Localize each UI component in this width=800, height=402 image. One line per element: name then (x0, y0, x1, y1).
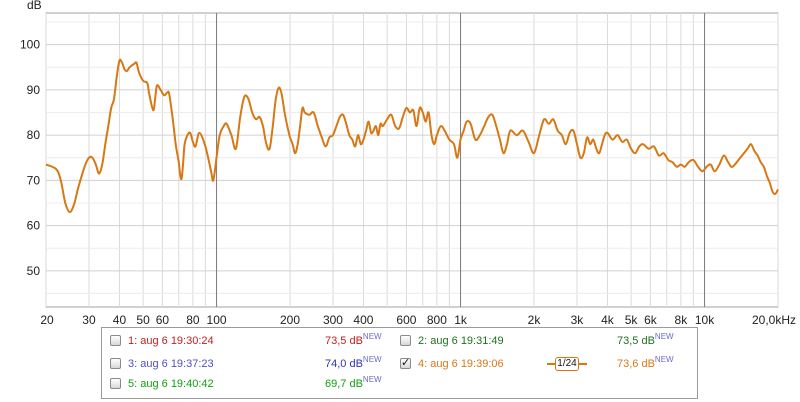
legend-panel: 1: aug 6 19:30:24 73,5 dBNEW 2: aug 6 19… (101, 327, 698, 399)
x-tick-label: 50 (136, 313, 150, 327)
x-tick-label: 400 (353, 313, 373, 327)
smoothing-badge[interactable]: 1/24 (547, 357, 587, 371)
series-line-4 (45, 58, 779, 214)
legend-entry-3[interactable]: 3: aug 6 19:37:23 74,0 dBNEW (110, 354, 382, 374)
x-axis-tick-labels: 20 30 40 50 60 80 100 200 300 400 600 800 1k 2k 3k 4k 5k… (40, 313, 796, 327)
x-tick-label: 40 (113, 313, 127, 327)
legend-label-4: 4: aug 6 19:39:06 (418, 358, 504, 370)
x-tick-label: 8k (675, 313, 689, 327)
x-tick-label: 20,0kHz (752, 313, 796, 327)
x-tick-label: 100 (207, 313, 227, 327)
legend-checkbox-3[interactable] (110, 358, 121, 369)
legend-checkbox-2[interactable] (400, 335, 411, 346)
x-tick-label: 3k (571, 313, 585, 327)
legend-label-5: 5: aug 6 19:40:42 (128, 378, 214, 390)
y-axis-label: dB (27, 0, 42, 12)
legend-entry-5[interactable]: 5: aug 6 19:40:42 69,7 dBNEW (110, 374, 382, 394)
y-tick-label: 70 (27, 173, 41, 187)
legend-label-1: 1: aug 6 19:30:24 (128, 335, 214, 347)
x-tick-label: 60 (156, 313, 170, 327)
legend-entry-1[interactable]: 1: aug 6 19:30:24 73,5 dBNEW (110, 331, 382, 351)
frequency-response-chart: 50 60 70 80 90 100 20 30 40 50 60 80 100 200 300 400 60… (20, 0, 796, 327)
x-tick-label: 300 (323, 313, 343, 327)
legend-level-3: 74,0 dBNEW (325, 355, 382, 370)
legend-level-4: 73,6 dBNEW (617, 355, 674, 370)
y-tick-label: 90 (27, 83, 41, 97)
x-tick-label: 2k (528, 313, 542, 327)
x-tick-label: 1k (454, 313, 468, 327)
x-tick-label: 4k (601, 313, 615, 327)
legend-checkbox-4[interactable]: ✓ (400, 357, 411, 369)
legend-level-2: 73,5 dBNEW (617, 332, 674, 347)
legend-entry-2[interactable]: 2: aug 6 19:31:49 73,5 dBNEW (400, 331, 690, 351)
x-tick-label: 10k (695, 313, 715, 327)
legend-level-1: 73,5 dBNEW (325, 332, 382, 347)
y-tick-label: 100 (20, 38, 40, 52)
x-tick-label: 30 (82, 313, 96, 327)
x-tick-label: 200 (280, 313, 300, 327)
x-tick-label: 6k (644, 313, 658, 327)
legend-level-5: 69,7 dBNEW (325, 375, 382, 390)
plot-area (45, 12, 779, 308)
x-tick-label: 80 (186, 313, 200, 327)
x-tick-label: 800 (427, 313, 447, 327)
y-axis-tick-labels: 50 60 70 80 90 100 (20, 38, 40, 278)
legend-entry-4[interactable]: ✓ 4: aug 6 19:39:06 73,6 dBNEW (400, 354, 690, 374)
x-tick-label: 600 (396, 313, 416, 327)
legend-label-3: 3: aug 6 19:37:23 (128, 358, 214, 370)
y-tick-label: 80 (27, 128, 41, 142)
minor-gridlines (45, 13, 779, 307)
y-tick-label: 50 (27, 264, 41, 278)
legend-label-2: 2: aug 6 19:31:49 (418, 335, 504, 347)
legend-checkbox-1[interactable] (110, 335, 121, 346)
x-tick-label: 20 (40, 313, 54, 327)
x-tick-label: 5k (625, 313, 639, 327)
y-tick-label: 60 (27, 219, 41, 233)
legend-checkbox-5[interactable] (110, 378, 121, 389)
